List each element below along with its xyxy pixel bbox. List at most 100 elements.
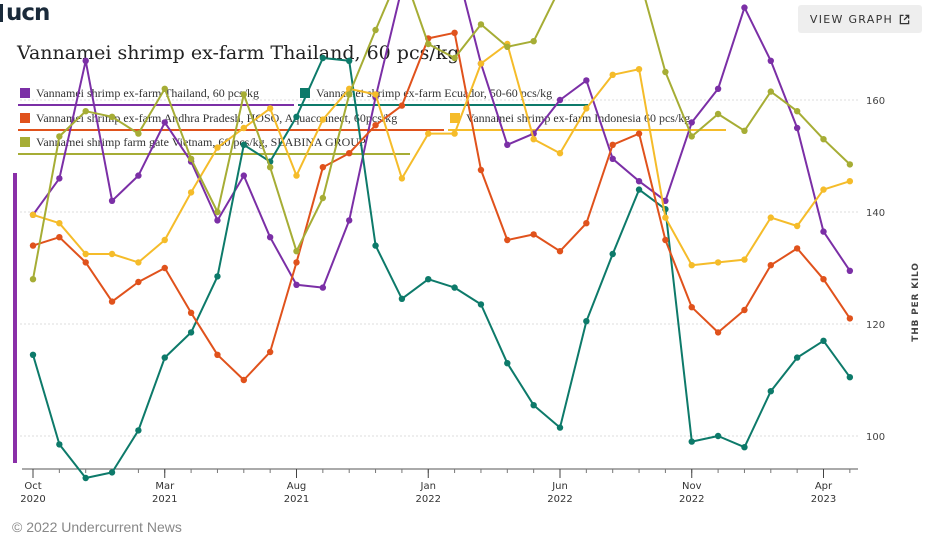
- series-4-point: [161, 236, 168, 244]
- series-line-2: [32, 57, 851, 479]
- series-1-point: [714, 85, 722, 93]
- series-1-point: [240, 172, 247, 179]
- series-2-point: [56, 441, 63, 448]
- series-5-point: [820, 136, 827, 143]
- series-3-point: [293, 259, 300, 266]
- series-1-point: [767, 57, 774, 64]
- series-4-point: [187, 189, 195, 196]
- series-4-point: [530, 136, 537, 143]
- x-tick-year-label: 2022: [416, 494, 441, 505]
- series-2-point: [108, 469, 116, 476]
- legend-swatch: [20, 137, 30, 147]
- series-3-point: [556, 248, 564, 255]
- series-3-point: [240, 376, 247, 384]
- series-3-point: [477, 166, 485, 174]
- x-tick-year-label: 2023: [811, 494, 836, 505]
- series-3-point: [29, 242, 37, 249]
- series-5-point: [346, 91, 353, 98]
- series-4-point: [609, 71, 616, 79]
- series-1-point: [635, 178, 643, 185]
- x-tick-year-label: 2021: [284, 494, 309, 505]
- series-2-point: [425, 276, 432, 283]
- series-4-point: [266, 105, 274, 112]
- series-5-point: [714, 110, 722, 118]
- copyright-credit: © 2022 Undercurrent News: [12, 519, 182, 535]
- series-2-point: [293, 113, 300, 121]
- series-line-4: [32, 43, 851, 267]
- series-1-point: [108, 197, 116, 204]
- logo-text: ucn: [6, 0, 50, 26]
- series-3-point: [56, 234, 63, 241]
- series-5-point: [767, 88, 774, 95]
- series-5-point: [846, 161, 854, 168]
- series-5-point: [82, 108, 89, 115]
- series-1-point: [214, 217, 221, 224]
- x-tick-year-label: 2021: [152, 494, 177, 505]
- series-line-1: [32, 0, 851, 289]
- series-3-point: [714, 329, 722, 336]
- series-4-point: [477, 60, 485, 67]
- series-2-point: [372, 242, 379, 249]
- series-2-point: [161, 354, 168, 361]
- legend-swatch: [20, 113, 30, 123]
- series-5-point: [372, 26, 379, 34]
- series-3-point: [82, 259, 89, 266]
- series-2-point: [187, 329, 195, 336]
- series-4-point: [293, 172, 300, 179]
- series-4-point: [767, 214, 774, 221]
- series-3-point: [187, 309, 195, 316]
- y-axis-label: THB PER KILO: [911, 262, 921, 341]
- series-3-point: [635, 130, 643, 137]
- series-5-point: [214, 208, 221, 216]
- series-4-point: [108, 250, 116, 258]
- series-3-point: [135, 278, 142, 286]
- series-4-point: [451, 130, 458, 137]
- series-2-point: [635, 186, 643, 193]
- series-2-point: [319, 54, 327, 62]
- x-tick-year-label: 2022: [679, 494, 704, 505]
- series-5-point: [108, 113, 116, 121]
- series-5-point: [504, 43, 511, 50]
- series-3-point: [161, 264, 168, 272]
- series-5-point: [135, 130, 142, 137]
- series-2-point: [609, 250, 616, 258]
- series-2-point: [583, 318, 590, 325]
- series-5-point: [266, 164, 274, 171]
- series-3-point: [398, 102, 406, 109]
- series-2-point: [793, 354, 801, 361]
- series-4-point: [714, 259, 722, 266]
- series-3-point: [372, 122, 379, 129]
- series-5-point: [741, 127, 748, 134]
- x-tick-label: Oct: [24, 481, 41, 492]
- legend-item-3[interactable]: Vannamei shrimp ex-farm Andhra Pradesh, …: [18, 111, 444, 131]
- series-2-point: [82, 474, 89, 482]
- series-1-point: [793, 124, 801, 132]
- series-4-point: [662, 214, 669, 221]
- series-4-point: [372, 91, 379, 98]
- series-5-point: [530, 38, 537, 45]
- series-3-point: [530, 231, 537, 238]
- series-4-point: [688, 262, 695, 269]
- series-1-point: [820, 228, 827, 235]
- series-5-point: [56, 133, 63, 140]
- series-5-point: [451, 54, 458, 62]
- series-2-point: [240, 141, 247, 148]
- series-5-point: [293, 248, 300, 255]
- series-1-point: [161, 119, 168, 126]
- series-2-point: [846, 374, 854, 381]
- series-4-point: [29, 211, 37, 218]
- x-tick-year-label: 2022: [547, 494, 572, 505]
- series-3-point: [688, 304, 695, 311]
- series-5-point: [688, 133, 695, 140]
- series-2-point: [714, 432, 722, 440]
- x-tick-year-label: 2020: [20, 494, 45, 505]
- view-graph-button[interactable]: VIEW GRAPH: [798, 5, 922, 33]
- series-3-point: [767, 262, 774, 269]
- x-tick-label: Jan: [420, 481, 436, 492]
- series-1-point: [688, 119, 695, 126]
- series-5-point: [161, 85, 168, 93]
- x-tick-label: Nov: [682, 481, 702, 492]
- series-2-point: [688, 438, 695, 445]
- legend-item-4[interactable]: Vannamei shrimp ex-farm Indonesia 60 pcs…: [448, 111, 726, 131]
